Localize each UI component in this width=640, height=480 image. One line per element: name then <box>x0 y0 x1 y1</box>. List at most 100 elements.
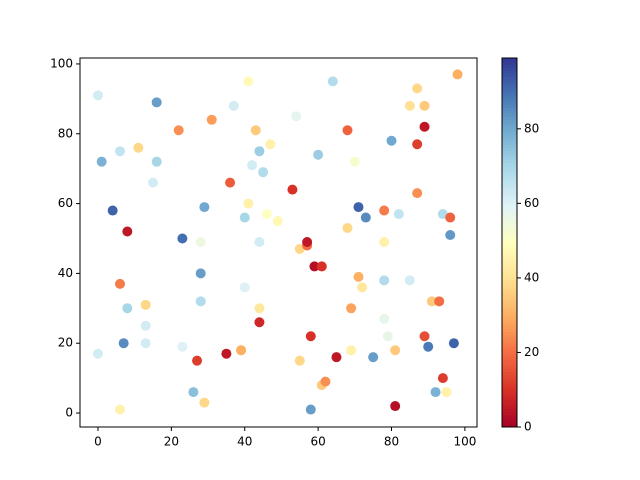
colorbar-tick-label: 80 <box>524 121 539 135</box>
point <box>173 125 184 136</box>
colorbar-stripe <box>502 64 517 68</box>
point <box>360 212 371 223</box>
colorbar-stripe <box>502 101 517 105</box>
colorbar-stripe <box>502 313 517 317</box>
colorbar-stripe <box>502 322 517 327</box>
point <box>320 376 331 387</box>
point <box>368 352 379 363</box>
point <box>258 167 269 178</box>
point <box>254 303 265 314</box>
point <box>140 320 151 331</box>
colorbar-stripe <box>502 402 517 406</box>
point <box>434 296 445 307</box>
colorbar-stripe <box>502 347 517 351</box>
point <box>419 100 430 111</box>
y-tick-label: 40 <box>58 266 73 280</box>
point <box>353 271 364 282</box>
colorbar-stripe <box>502 156 517 160</box>
y-tick-label: 20 <box>58 336 73 350</box>
colorbar-stripe <box>502 113 517 117</box>
colorbar-stripe <box>502 174 517 179</box>
colorbar-stripe <box>502 128 517 133</box>
colorbar-stripe <box>502 97 517 102</box>
colorbar-stripe <box>502 85 517 90</box>
colorbar-stripe <box>502 162 517 167</box>
colorbar-stripe <box>502 168 517 173</box>
colorbar-stripe <box>502 368 517 373</box>
colorbar-stripe <box>502 134 517 139</box>
point <box>243 198 254 209</box>
point <box>342 223 353 234</box>
point <box>265 139 276 150</box>
point <box>342 125 353 136</box>
colorbar-stripe <box>502 387 517 391</box>
colorbar-stripe <box>502 365 517 370</box>
colorbar-stripe <box>502 393 517 397</box>
point <box>419 121 430 132</box>
colorbar-stripe <box>502 417 517 422</box>
point <box>114 404 125 415</box>
colorbar-stripe <box>502 211 517 216</box>
colorbar-stripe <box>502 144 517 148</box>
colorbar-stripe <box>502 150 517 154</box>
point <box>412 188 423 199</box>
colorbar-stripe <box>502 165 517 170</box>
colorbar-stripe <box>502 307 517 311</box>
point <box>305 331 316 342</box>
colorbar-stripe <box>502 88 517 93</box>
point <box>302 236 313 247</box>
point <box>195 268 206 279</box>
colorbar-stripe <box>502 107 517 111</box>
point <box>291 111 302 122</box>
point <box>379 313 390 324</box>
colorbar-stripe <box>502 356 517 360</box>
colorbar-stripe <box>502 359 517 363</box>
colorbar-stripe <box>502 270 517 274</box>
colorbar-stripe <box>502 58 517 62</box>
axes-frame <box>79 57 478 428</box>
colorbar-stripe <box>502 319 517 323</box>
colorbar-stripe <box>502 245 517 250</box>
point <box>118 338 129 349</box>
x-tick-label: 40 <box>237 435 252 449</box>
point <box>379 205 390 216</box>
point <box>379 275 390 286</box>
point <box>309 261 320 272</box>
point <box>140 299 151 310</box>
colorbar-tick-label: 60 <box>524 196 539 210</box>
y-tick-label: 80 <box>58 126 73 140</box>
colorbar-stripe <box>502 267 517 271</box>
point <box>239 282 250 293</box>
point <box>445 212 456 223</box>
colorbar-stripe <box>502 199 517 204</box>
colorbar-stripe <box>502 236 517 240</box>
colorbar-stripe <box>502 264 517 268</box>
colorbar-stripe <box>502 239 517 243</box>
colorbar-stripe <box>502 279 517 283</box>
colorbar-stripe <box>502 340 517 345</box>
colorbar-stripe <box>502 196 517 200</box>
colorbar-stripe <box>502 110 517 114</box>
point <box>239 212 250 223</box>
colorbar-stripe <box>502 254 517 259</box>
colorbar-stripe <box>502 297 517 302</box>
point <box>199 397 210 408</box>
point <box>247 160 258 171</box>
colorbar-stripe <box>502 141 517 145</box>
point <box>221 348 232 359</box>
colorbar-stripe <box>502 153 517 157</box>
colorbar-stripe <box>502 273 517 277</box>
point <box>390 401 401 412</box>
y-tick-label: 100 <box>50 56 73 70</box>
colorbar-stripe <box>502 119 517 124</box>
point <box>353 202 364 213</box>
colorbar-stripe <box>502 131 517 136</box>
colorbar-stripe <box>502 79 517 84</box>
colorbar-frame <box>501 57 518 428</box>
point <box>140 338 151 349</box>
point <box>272 216 283 227</box>
colorbar-stripe <box>502 334 517 339</box>
colorbar-stripe <box>502 67 517 71</box>
y-tick-label: 60 <box>58 196 73 210</box>
